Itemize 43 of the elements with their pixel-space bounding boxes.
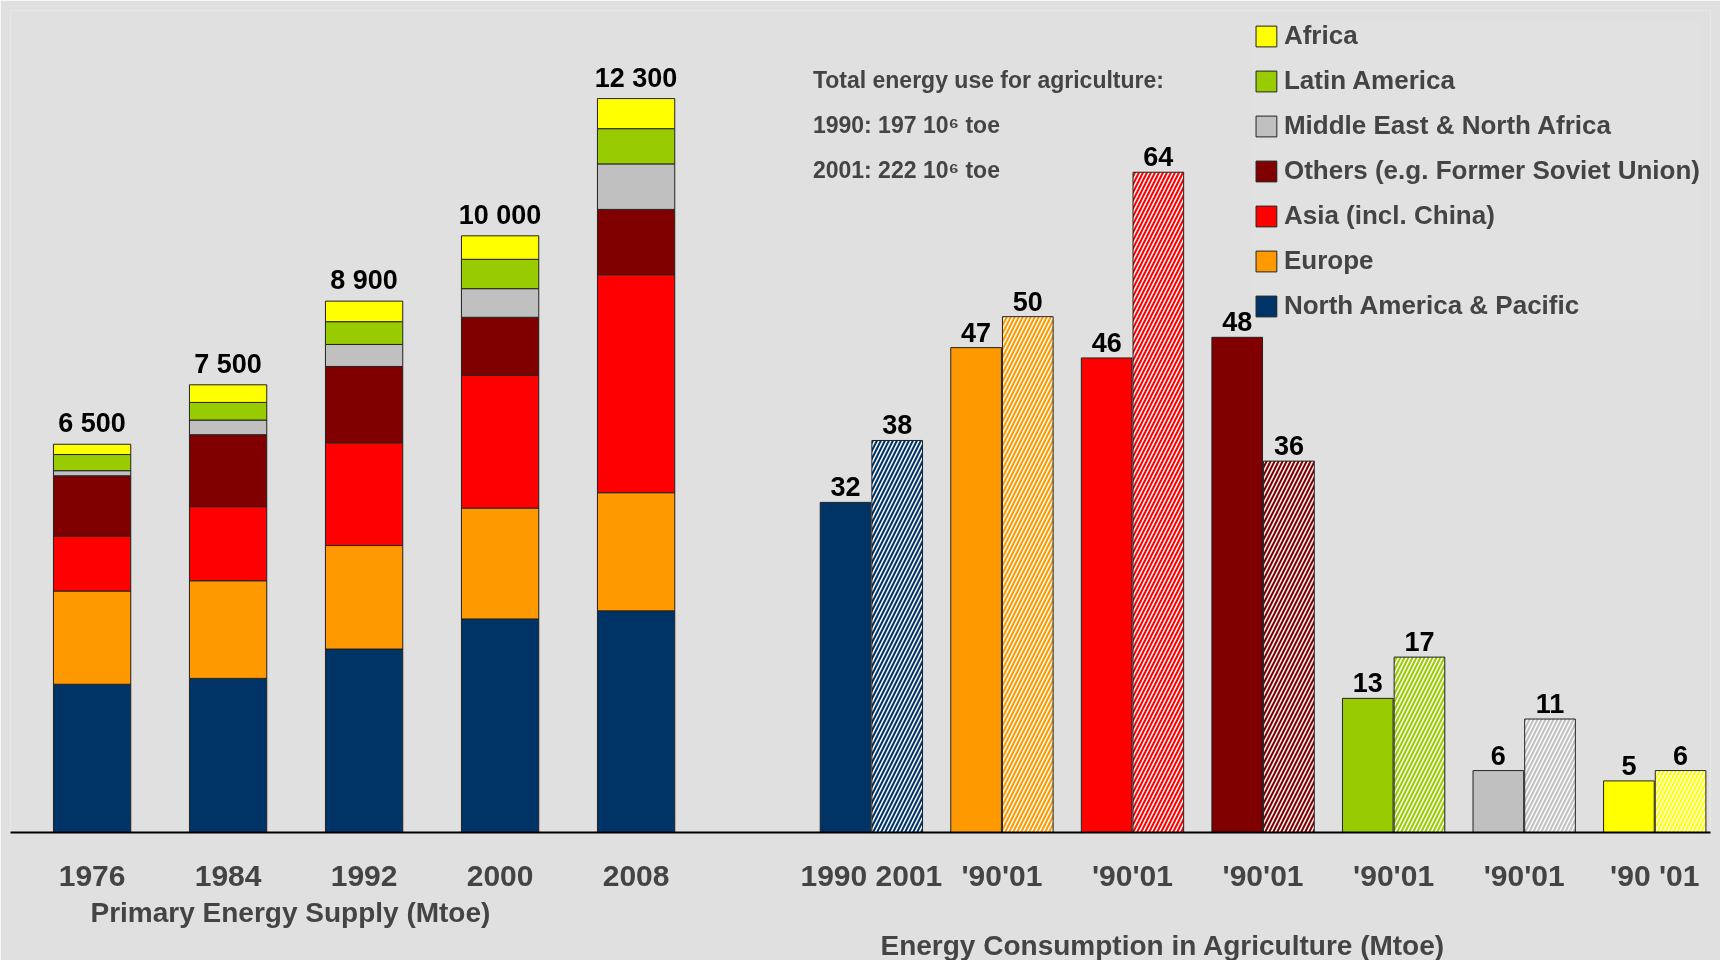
annotation: 8 900 xyxy=(330,265,398,296)
legend-label: Europe xyxy=(1283,245,1374,276)
annotation: 12 300 xyxy=(594,62,678,93)
text: Total energy use for agriculture: xyxy=(812,66,1164,93)
data-label: 64 xyxy=(1143,142,1174,173)
x-tick-label: '90'01 xyxy=(961,858,1043,892)
legend-label: Africa xyxy=(1283,20,1358,51)
annotation: 6 500 xyxy=(58,408,126,439)
legend-label: Asia (incl. China) xyxy=(1283,200,1495,231)
x-tick-label: 1984 xyxy=(194,858,262,892)
legend-label: Latin America xyxy=(1283,65,1455,96)
x-tick-label: '90'01 xyxy=(1483,858,1565,892)
data-label: 5 xyxy=(1621,750,1637,781)
legend-label: Others (e.g. Former Soviet Union) xyxy=(1283,155,1700,186)
text: 1990: 197 10⁶ toe xyxy=(812,111,1000,138)
x-axis-title: Primary Energy Supply (Mtoe) xyxy=(90,896,491,928)
x-tick-label: '90 '01 xyxy=(1610,858,1700,892)
data-label: 6 xyxy=(1490,740,1506,771)
data-label: 46 xyxy=(1091,327,1122,358)
annotation: 2001: 222 10⁶ toe xyxy=(812,156,1000,183)
x-tick-label: '90'01 xyxy=(1222,858,1304,892)
data-label: 50 xyxy=(1012,286,1043,317)
data-label: 6 xyxy=(1673,740,1689,771)
data-label: 47 xyxy=(961,317,992,348)
legend-label: North America & Pacific xyxy=(1283,290,1580,321)
x-tick-label: 1992 xyxy=(330,858,398,892)
x-tick-label: '90'01 xyxy=(1092,858,1174,892)
x-tick-label: 2000 xyxy=(466,858,534,892)
data-label: 17 xyxy=(1404,627,1435,658)
x-tick-label: 2008 xyxy=(602,858,670,892)
annotation: 10 000 xyxy=(458,199,542,230)
x-tick-label: '90'01 xyxy=(1353,858,1435,892)
x-axis-title: Energy Consumption in Agriculture (Mtoe) xyxy=(880,929,1445,961)
legend-label: Middle East & North Africa xyxy=(1283,110,1611,141)
data-label: 11 xyxy=(1535,689,1565,720)
annotation: 7 500 xyxy=(194,348,262,379)
data-label: 48 xyxy=(1222,307,1253,338)
data-label: 13 xyxy=(1352,668,1383,699)
data-label: 36 xyxy=(1273,431,1304,462)
data-label: 32 xyxy=(830,472,861,503)
x-tick-label: 1990 2001 xyxy=(800,858,943,892)
x-tick-label: 1976 xyxy=(58,858,126,892)
data-label: 38 xyxy=(882,410,913,441)
